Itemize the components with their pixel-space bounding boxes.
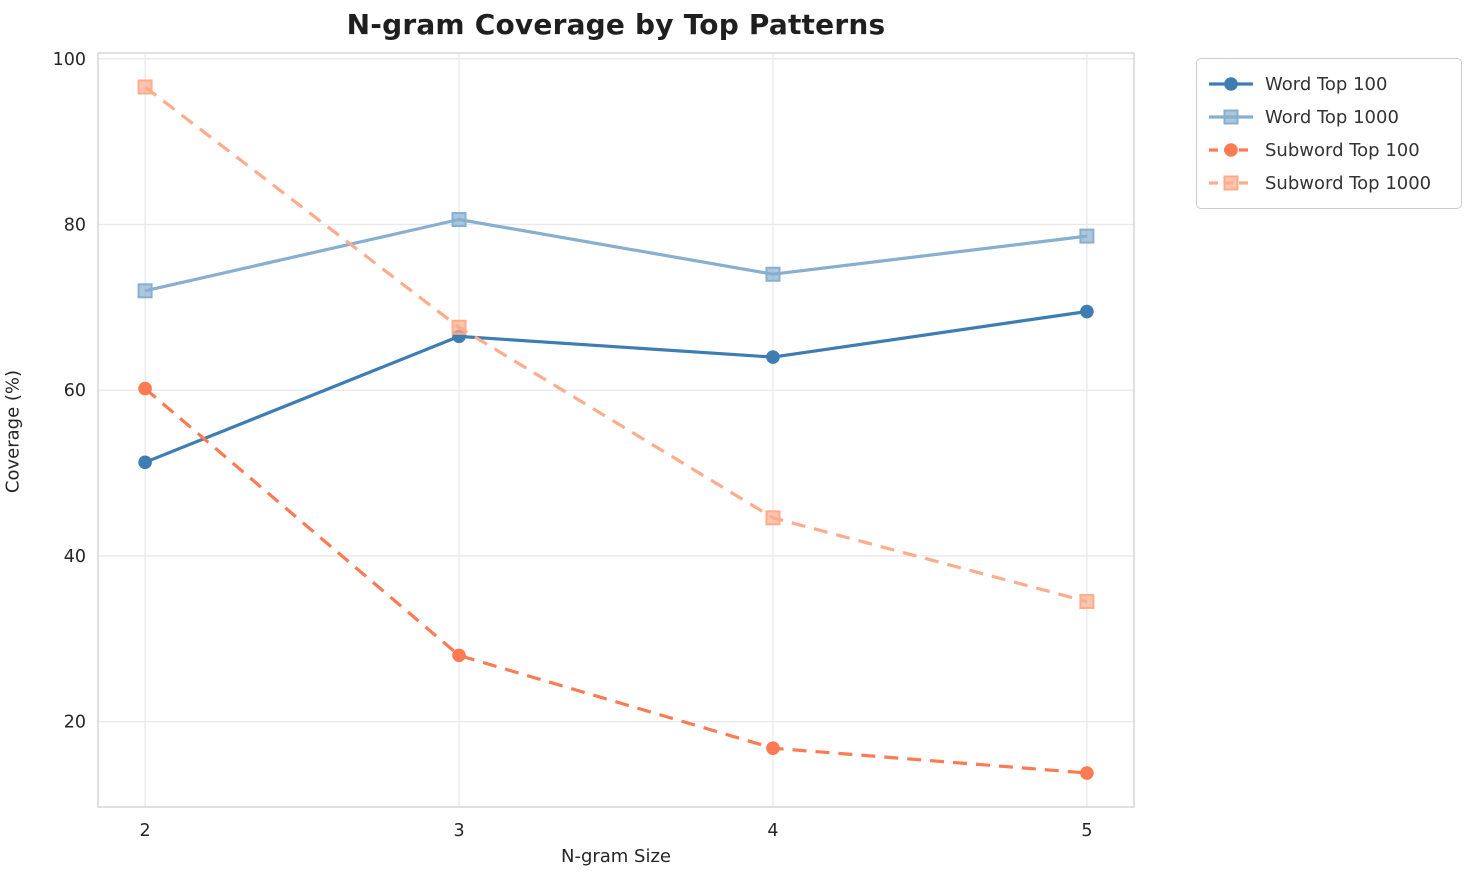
svg-text:2: 2 <box>140 821 151 841</box>
series-subword-top-1000 <box>137 79 1095 610</box>
chart-title: N-gram Coverage by Top Patterns <box>346 8 886 41</box>
series-word-top-1000 <box>137 212 1095 299</box>
legend-label: Subword Top 1000 <box>1265 172 1432 194</box>
svg-text:3: 3 <box>453 821 464 841</box>
svg-text:5: 5 <box>1081 821 1092 841</box>
x-axis-label: N-gram Size <box>560 846 672 867</box>
series-subword-top-100 <box>138 381 1094 780</box>
svg-text:100: 100 <box>53 50 86 70</box>
plot-spines <box>97 52 1135 808</box>
y-tick-labels: 20 40 60 80 100 <box>53 50 86 733</box>
svg-text:20: 20 <box>64 713 86 733</box>
svg-text:4: 4 <box>767 821 778 841</box>
x-tick-labels: 2 3 4 5 <box>140 821 1093 841</box>
legend-label: Word Top 100 <box>1265 73 1388 95</box>
legend-label: Subword Top 100 <box>1265 139 1420 161</box>
legend-circle-marker-icon <box>1209 143 1253 157</box>
gridlines <box>98 53 1134 807</box>
legend: Word Top 100 Word Top 1000 Subword Top 100… <box>1196 58 1462 209</box>
legend-circle-marker-icon <box>1209 77 1253 91</box>
svg-text:60: 60 <box>64 381 86 401</box>
series-word-top-100 <box>138 304 1094 470</box>
legend-square-marker-icon <box>1209 175 1253 191</box>
legend-label: Word Top 1000 <box>1265 106 1399 128</box>
legend-item: Word Top 1000 <box>1207 101 1449 133</box>
svg-text:40: 40 <box>64 547 86 567</box>
legend-square-marker-icon <box>1209 109 1253 125</box>
legend-item: Subword Top 1000 <box>1207 167 1449 199</box>
legend-item: Word Top 100 <box>1207 68 1449 100</box>
svg-text:80: 80 <box>64 216 86 236</box>
y-axis-label: Coverage (%) <box>2 369 24 494</box>
legend-item: Subword Top 100 <box>1207 134 1449 166</box>
